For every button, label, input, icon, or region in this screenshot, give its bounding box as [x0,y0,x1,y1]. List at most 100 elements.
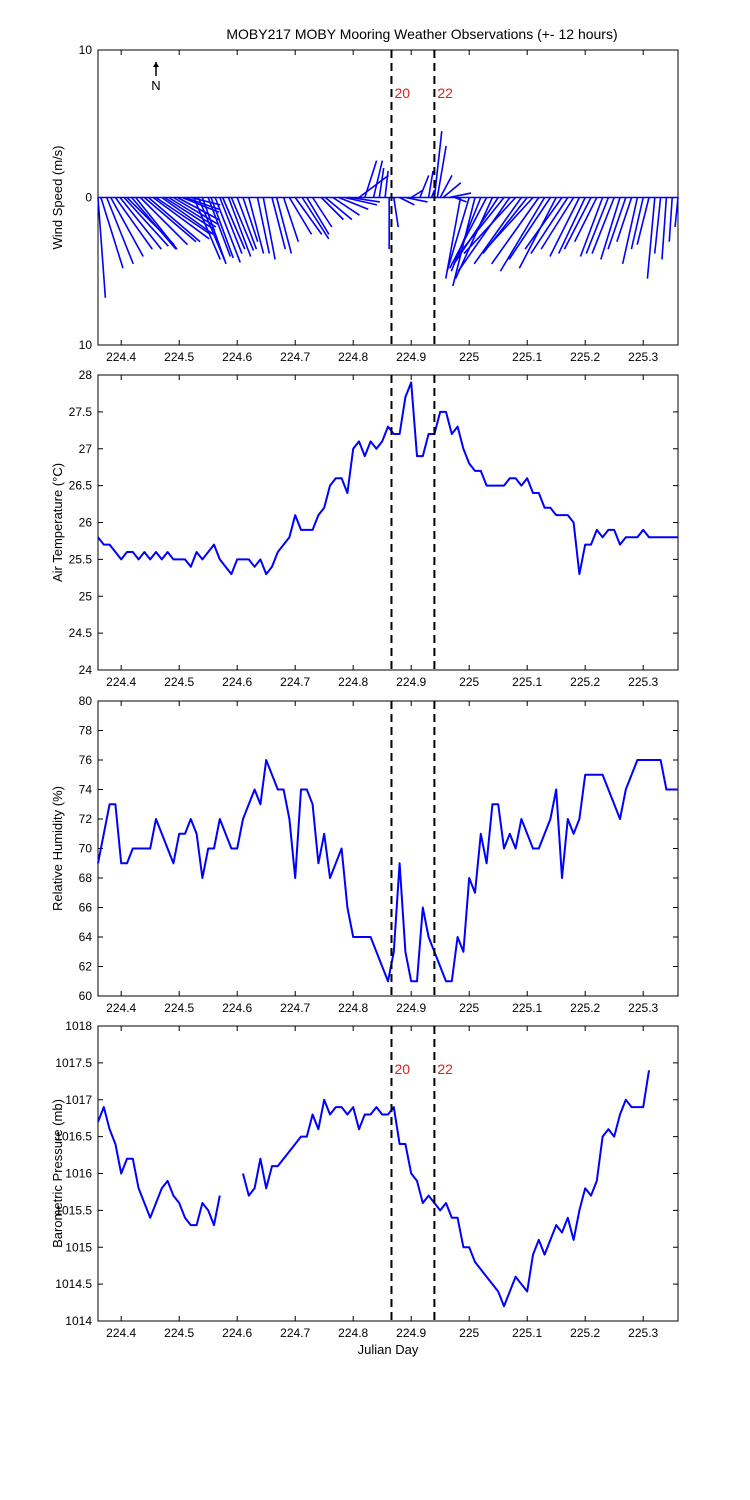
wind-vector [219,197,243,254]
chart-panel-airtemp: 224.4 224.5 224.6 224.7 224.8 224.9 225 225.1 22… [50,368,679,689]
wind-vector [448,192,472,199]
x-tick-label: 225 [459,1326,479,1340]
y-tick-label: 27.5 [69,405,93,419]
y-tick-label: 76 [79,753,93,767]
x-tick-label: 225.2 [570,1326,600,1340]
x-tick-label: 224.9 [396,1001,426,1015]
wind-vector [573,197,598,243]
series-line [242,1070,650,1308]
x-tick-label: 224.6 [222,1001,252,1015]
wind-vector [147,196,201,243]
wind-vector [557,197,586,254]
event-marker-label: 20 [394,1061,410,1077]
x-tick-label: 224.7 [280,675,310,689]
plot-frame [97,374,679,671]
wind-vector [184,196,220,211]
wind-vector [621,197,639,265]
event-marker-label: 20 [394,85,410,101]
x-tick-label: 225.2 [570,1001,600,1015]
plot-frame [97,700,679,997]
wind-vector [135,197,178,250]
wind-vector [378,167,385,198]
wind-vector [248,197,265,254]
y-tick-label: 66 [79,901,93,915]
wind-vector [450,197,482,272]
y-tick-label: 1014 [65,1314,92,1328]
wind-vector [485,196,534,250]
wind-vector [364,160,378,198]
x-tick-label: 224.9 [396,675,426,689]
y-tick-label: 1016.5 [55,1130,92,1144]
wind-vector [201,197,227,265]
x-tick-label: 224.4 [106,1326,136,1340]
wind-vector [630,197,644,250]
y-tick-label: 26.5 [69,479,93,493]
wind-vector [288,197,313,235]
y-tick-label: 10 [79,43,93,57]
y-tick-label: 25 [79,589,93,603]
wind-vector [456,197,505,257]
wind-vector [433,131,443,198]
wind-vector [152,196,210,240]
wind-vector [301,197,330,240]
y-tick-label: 68 [79,871,93,885]
y-axis-label: Relative Humidity (%) [50,786,65,911]
wind-vector [221,197,246,250]
chart-panel-humidity: 224.4 224.5 224.6 224.7 224.8 224.9 225 225.1 22… [50,694,679,1015]
wind-vector [518,197,557,269]
x-tick-label: 225.1 [512,1326,542,1340]
wind-vector [530,197,569,254]
wind-vector [453,197,499,265]
x-tick-label: 224.5 [164,1001,194,1015]
wind-vector [262,197,276,260]
x-tick-label: 224.9 [396,350,426,364]
wind-vector [490,197,540,265]
wind-vector [306,197,330,235]
wind-vector [405,196,428,203]
x-tick-label: 224.4 [106,675,136,689]
wind-vector [563,197,592,250]
plot-frame [97,1025,679,1322]
wind-vector [449,197,488,269]
wind-vector [332,196,360,216]
wind-vector [442,182,462,199]
wind-vector [338,196,369,211]
wind-vector [439,174,453,198]
x-tick-label: 224.6 [222,350,252,364]
y-tick-label: 74 [79,783,93,797]
wind-vector [350,196,380,203]
wind-vector [646,197,656,279]
x-tick-label: 225.1 [512,1001,542,1015]
wind-vector [275,197,293,254]
wind-vector [463,196,517,255]
y-tick-label: 1017.5 [55,1056,92,1070]
north-arrow-head [153,62,159,67]
x-tick-label: 224.7 [280,350,310,364]
wind-vector [674,197,679,228]
y-tick-label: 24.5 [69,626,93,640]
x-tick-label: 225 [459,675,479,689]
y-tick-label: 80 [79,694,93,708]
chart-panel-wind: 224.4 224.5 224.6 224.7 224.8 224.9 225 225.1 22… [50,43,679,364]
wind-vector [139,196,189,246]
wind-vector [457,197,511,272]
y-tick-label: 1017 [65,1093,92,1107]
wind-vector [585,197,610,254]
y-tick-label: 0 [85,191,92,205]
x-tick-label: 224.8 [338,1326,368,1340]
wind-vector [114,197,153,250]
series-line [97,1106,221,1227]
north-label: N [151,78,160,93]
wind-vector [294,197,323,235]
wind-vector [214,197,241,263]
wind-vector [636,197,650,245]
wind-vector [616,197,633,243]
wind-vector [230,197,255,251]
event-marker-label: 22 [437,1061,453,1077]
wind-vector [430,189,436,198]
y-tick-label: 26 [79,516,93,530]
wind-vector [110,197,144,257]
y-tick-label: 1015.5 [55,1203,92,1217]
y-axis-label: Barometric Pressure (mb) [50,1099,65,1248]
y-tick-label: 25.5 [69,552,93,566]
